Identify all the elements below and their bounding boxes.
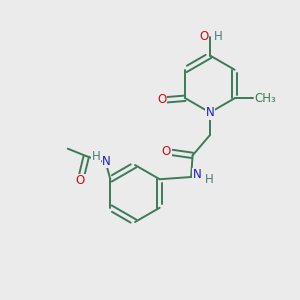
Text: H: H: [214, 30, 223, 43]
Text: O: O: [76, 174, 85, 187]
Text: N: N: [193, 168, 202, 181]
Text: O: O: [157, 93, 166, 106]
Text: N: N: [206, 106, 214, 119]
Text: O: O: [162, 145, 171, 158]
Text: N: N: [102, 155, 111, 168]
Text: H: H: [205, 173, 214, 187]
Text: CH₃: CH₃: [255, 92, 277, 105]
Text: O: O: [199, 30, 208, 43]
Text: H: H: [92, 150, 100, 163]
